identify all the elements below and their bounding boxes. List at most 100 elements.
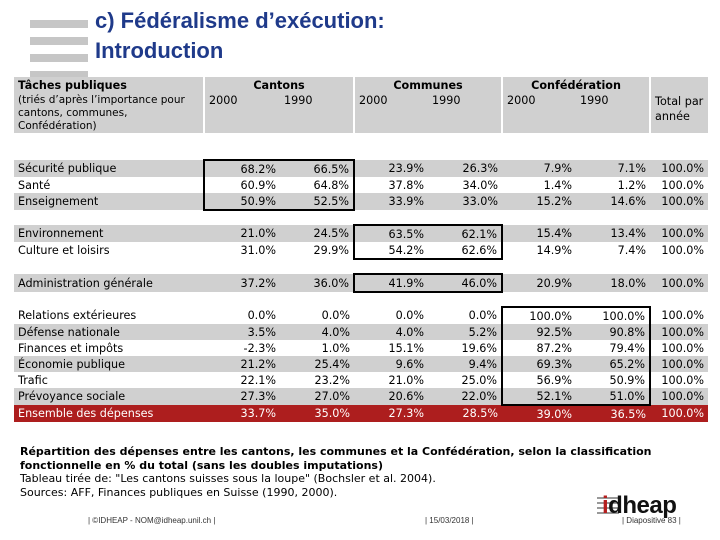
cell: 51.0%	[576, 388, 652, 406]
row-label: Environnement	[14, 225, 204, 242]
caption-title: Répartition des dépenses entre les canto…	[20, 445, 652, 472]
row-label: Trafic	[14, 372, 204, 388]
cell: 100.0%	[650, 160, 709, 177]
cell: 100.0%	[650, 372, 709, 388]
title-decoration-bars	[30, 20, 88, 88]
year-header: 2000	[204, 94, 280, 133]
group-header-communes: Communes	[354, 77, 504, 94]
cell: 7.4%	[576, 242, 651, 259]
cell: 1.4%	[502, 177, 577, 193]
table-row: Administration générale 37.2% 36.0% 41.9…	[14, 273, 709, 293]
caption-source-data: Sources: AFF, Finances publiques en Suis…	[20, 485, 338, 499]
cell: 9.4%	[428, 356, 503, 372]
cell: 100.0%	[650, 324, 709, 340]
cell: 20.6%	[354, 388, 429, 405]
cell: 21.0%	[354, 372, 429, 388]
cell: 5.2%	[428, 324, 503, 340]
cell: 100.0%	[650, 274, 709, 292]
logo-decoration	[597, 497, 619, 517]
table-row: Sécurité publique 68.2% 66.5% 23.9% 26.3…	[14, 159, 709, 177]
row-label: Ensemble des dépenses	[14, 405, 204, 422]
year-header: 2000	[354, 94, 429, 133]
cell: 90.8%	[576, 324, 652, 340]
cell: 4.0%	[354, 324, 429, 340]
cell: 34.0%	[428, 177, 503, 193]
cell: 50.9%	[576, 372, 652, 388]
caption-source-table: Tableau tirée de: "Les cantons suisses s…	[20, 472, 436, 485]
row-label: Culture et loisirs	[14, 242, 204, 259]
cell: 28.5%	[428, 405, 503, 422]
cell: 69.3%	[501, 356, 577, 372]
total-header: Total par année	[650, 94, 709, 133]
cell: 0.0%	[280, 307, 355, 324]
cell: 0.0%	[204, 307, 280, 324]
table-row: Relations extérieures 0.0% 0.0% 0.0% 0.0…	[14, 306, 709, 324]
row-label: Enseignement	[14, 193, 204, 210]
table-row: Économie publique 21.2% 25.4% 9.6% 9.4% …	[14, 356, 709, 372]
cell: 37.2%	[204, 274, 280, 292]
expenses-table: Tâches publiques Cantons Communes Conféd…	[14, 77, 709, 422]
cell: 64.8%	[280, 177, 356, 193]
cell: 100.0%	[650, 177, 709, 193]
cell: 3.5%	[204, 324, 280, 340]
row-label: Sécurité publique	[14, 160, 204, 177]
table-caption: Répartition des dépenses entre les canto…	[20, 445, 710, 499]
table-row: Finances et impôts -2.3% 1.0% 15.1% 19.6…	[14, 340, 709, 356]
cell: 66.5%	[280, 159, 356, 177]
cell: 15.1%	[354, 340, 429, 356]
header-row-years: (triés d’après l’importance pour cantons…	[14, 94, 709, 133]
row-label: Santé	[14, 177, 204, 193]
cell: 4.0%	[280, 324, 355, 340]
cell: 62.1%	[428, 224, 504, 242]
cell: 0.0%	[354, 307, 429, 324]
table-row: Trafic 22.1% 23.2% 21.0% 25.0% 56.9% 50.…	[14, 372, 709, 388]
cell: 26.3%	[428, 160, 503, 177]
row-label: Prévoyance sociale	[14, 388, 204, 405]
cell: 7.9%	[502, 160, 577, 177]
cell: 52.1%	[501, 388, 577, 406]
cell: 62.6%	[428, 242, 504, 260]
total-row: Ensemble des dépenses 33.7% 35.0% 27.3% …	[14, 405, 709, 422]
cell: 19.6%	[428, 340, 503, 356]
cell: 63.5%	[353, 224, 429, 242]
cell: 46.0%	[428, 273, 504, 293]
cell: 100.0%	[650, 356, 709, 372]
year-header: 2000	[502, 94, 577, 133]
cell: 54.2%	[353, 242, 429, 260]
row-label: Administration générale	[14, 274, 204, 292]
cell: 100.0%	[501, 306, 577, 324]
row-label: Défense nationale	[14, 324, 204, 340]
expenses-table-wrap: Tâches publiques Cantons Communes Conféd…	[14, 77, 709, 422]
cell: 60.9%	[203, 177, 280, 193]
cell: 68.2%	[203, 159, 280, 177]
cell: 52.5%	[280, 193, 356, 211]
cell: 100.0%	[650, 405, 709, 422]
cell: 21.2%	[204, 356, 280, 372]
header-row-groups: Tâches publiques Cantons Communes Conféd…	[14, 77, 709, 94]
footer-slide-number: | Diapositive 83 |	[622, 516, 681, 525]
cell: 23.2%	[280, 372, 355, 388]
cell: 39.0%	[502, 405, 577, 422]
cell: 15.4%	[502, 225, 577, 242]
group-header-blank	[650, 77, 709, 94]
slide-title-line2: Introduction	[95, 38, 224, 63]
cell: 41.9%	[353, 273, 429, 293]
row-label: Relations extérieures	[14, 307, 204, 324]
cell: 13.4%	[576, 225, 651, 242]
cell: 22.1%	[204, 372, 280, 388]
header-label: Tâches publiques	[14, 77, 205, 94]
cell: 1.0%	[280, 340, 355, 356]
idheap-logo: idheap	[602, 492, 677, 519]
year-header: 1990	[576, 94, 652, 133]
cell: 14.9%	[502, 242, 577, 259]
group-header-cantons: Cantons	[204, 77, 356, 94]
cell: 20.9%	[502, 274, 577, 292]
cell: 100.0%	[650, 225, 709, 242]
cell: 87.2%	[501, 340, 577, 356]
cell: 100.0%	[650, 193, 709, 210]
group-header-confederation: Confédération	[502, 77, 652, 94]
cell: 7.1%	[576, 160, 651, 177]
year-header: 1990	[428, 94, 504, 133]
cell: 31.0%	[204, 242, 280, 259]
cell: 33.7%	[204, 405, 280, 422]
